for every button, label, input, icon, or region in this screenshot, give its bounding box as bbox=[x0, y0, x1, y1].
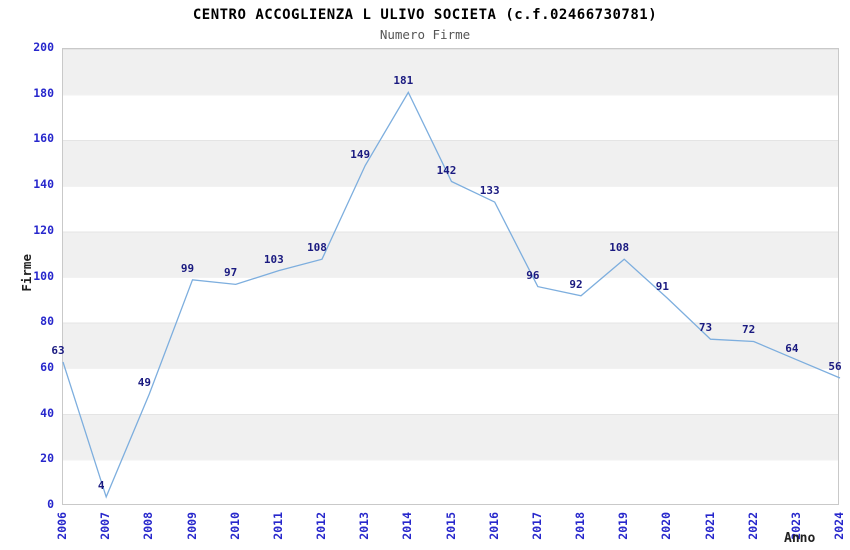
line-series bbox=[62, 91, 841, 499]
x-tick-label: 2020 bbox=[659, 512, 674, 540]
value-label: 133 bbox=[479, 184, 500, 198]
x-tick-label: 2008 bbox=[141, 512, 156, 540]
value-label: 96 bbox=[526, 268, 540, 282]
x-tick-label: 2021 bbox=[702, 512, 717, 540]
x-tick-label: 2013 bbox=[357, 512, 372, 540]
x-tick-label: 2015 bbox=[443, 512, 458, 540]
value-label: 56 bbox=[828, 360, 842, 374]
x-tick-label: 2022 bbox=[745, 512, 760, 540]
y-tick-label: 180 bbox=[33, 85, 54, 100]
y-tick-label: 120 bbox=[33, 222, 54, 237]
chart-subtitle: Numero Firme bbox=[379, 27, 471, 42]
x-tick-label: 2018 bbox=[573, 512, 587, 540]
x-tick-label: 2011 bbox=[270, 512, 285, 540]
x-tick-label: 2009 bbox=[184, 512, 199, 540]
y-tick-label: 160 bbox=[33, 131, 54, 146]
value-label: 103 bbox=[263, 252, 284, 266]
y-tick-label: 100 bbox=[33, 268, 54, 283]
x-tick-label: 2024 bbox=[832, 512, 846, 540]
value-label: 142 bbox=[436, 163, 457, 177]
value-label: 49 bbox=[137, 376, 151, 390]
y-tick-label: 140 bbox=[33, 177, 54, 192]
y-tick-label: 80 bbox=[40, 314, 54, 329]
x-tick-label: 2007 bbox=[98, 512, 113, 540]
y-tick-label: 60 bbox=[40, 359, 54, 374]
value-label: 92 bbox=[569, 277, 583, 291]
value-label: 149 bbox=[350, 147, 371, 161]
y-tick-label: 40 bbox=[40, 405, 54, 420]
x-tick-label: 2016 bbox=[486, 512, 501, 540]
y-tick-label: 200 bbox=[33, 40, 54, 54]
value-label: 73 bbox=[698, 321, 713, 335]
x-axis-title: Anno bbox=[784, 531, 816, 546]
y-tick-label: 0 bbox=[47, 497, 54, 511]
value-label: 72 bbox=[742, 323, 756, 337]
value-label: 64 bbox=[785, 341, 799, 355]
x-tick-label: 2014 bbox=[400, 512, 415, 540]
value-label: 63 bbox=[51, 344, 65, 358]
series-path bbox=[62, 91, 841, 499]
x-tick-label: 2012 bbox=[314, 512, 328, 540]
x-tick-label: 2006 bbox=[55, 512, 69, 540]
x-tick-label: 2017 bbox=[529, 512, 544, 540]
value-label: 108 bbox=[307, 241, 327, 255]
value-label: 91 bbox=[655, 280, 669, 294]
x-tick-label: 2010 bbox=[227, 512, 242, 540]
value-label: 4 bbox=[97, 478, 105, 492]
value-label: 97 bbox=[224, 266, 238, 280]
plot-area bbox=[62, 48, 841, 505]
value-label: 99 bbox=[180, 261, 195, 275]
chart-title: CENTRO ACCOGLIENZA L ULIVO SOCIETA (c.f.… bbox=[192, 7, 658, 23]
x-tick-label: 2019 bbox=[616, 512, 631, 540]
value-label: 108 bbox=[609, 241, 630, 255]
y-tick-label: 20 bbox=[40, 451, 54, 466]
value-label: 181 bbox=[393, 74, 414, 88]
